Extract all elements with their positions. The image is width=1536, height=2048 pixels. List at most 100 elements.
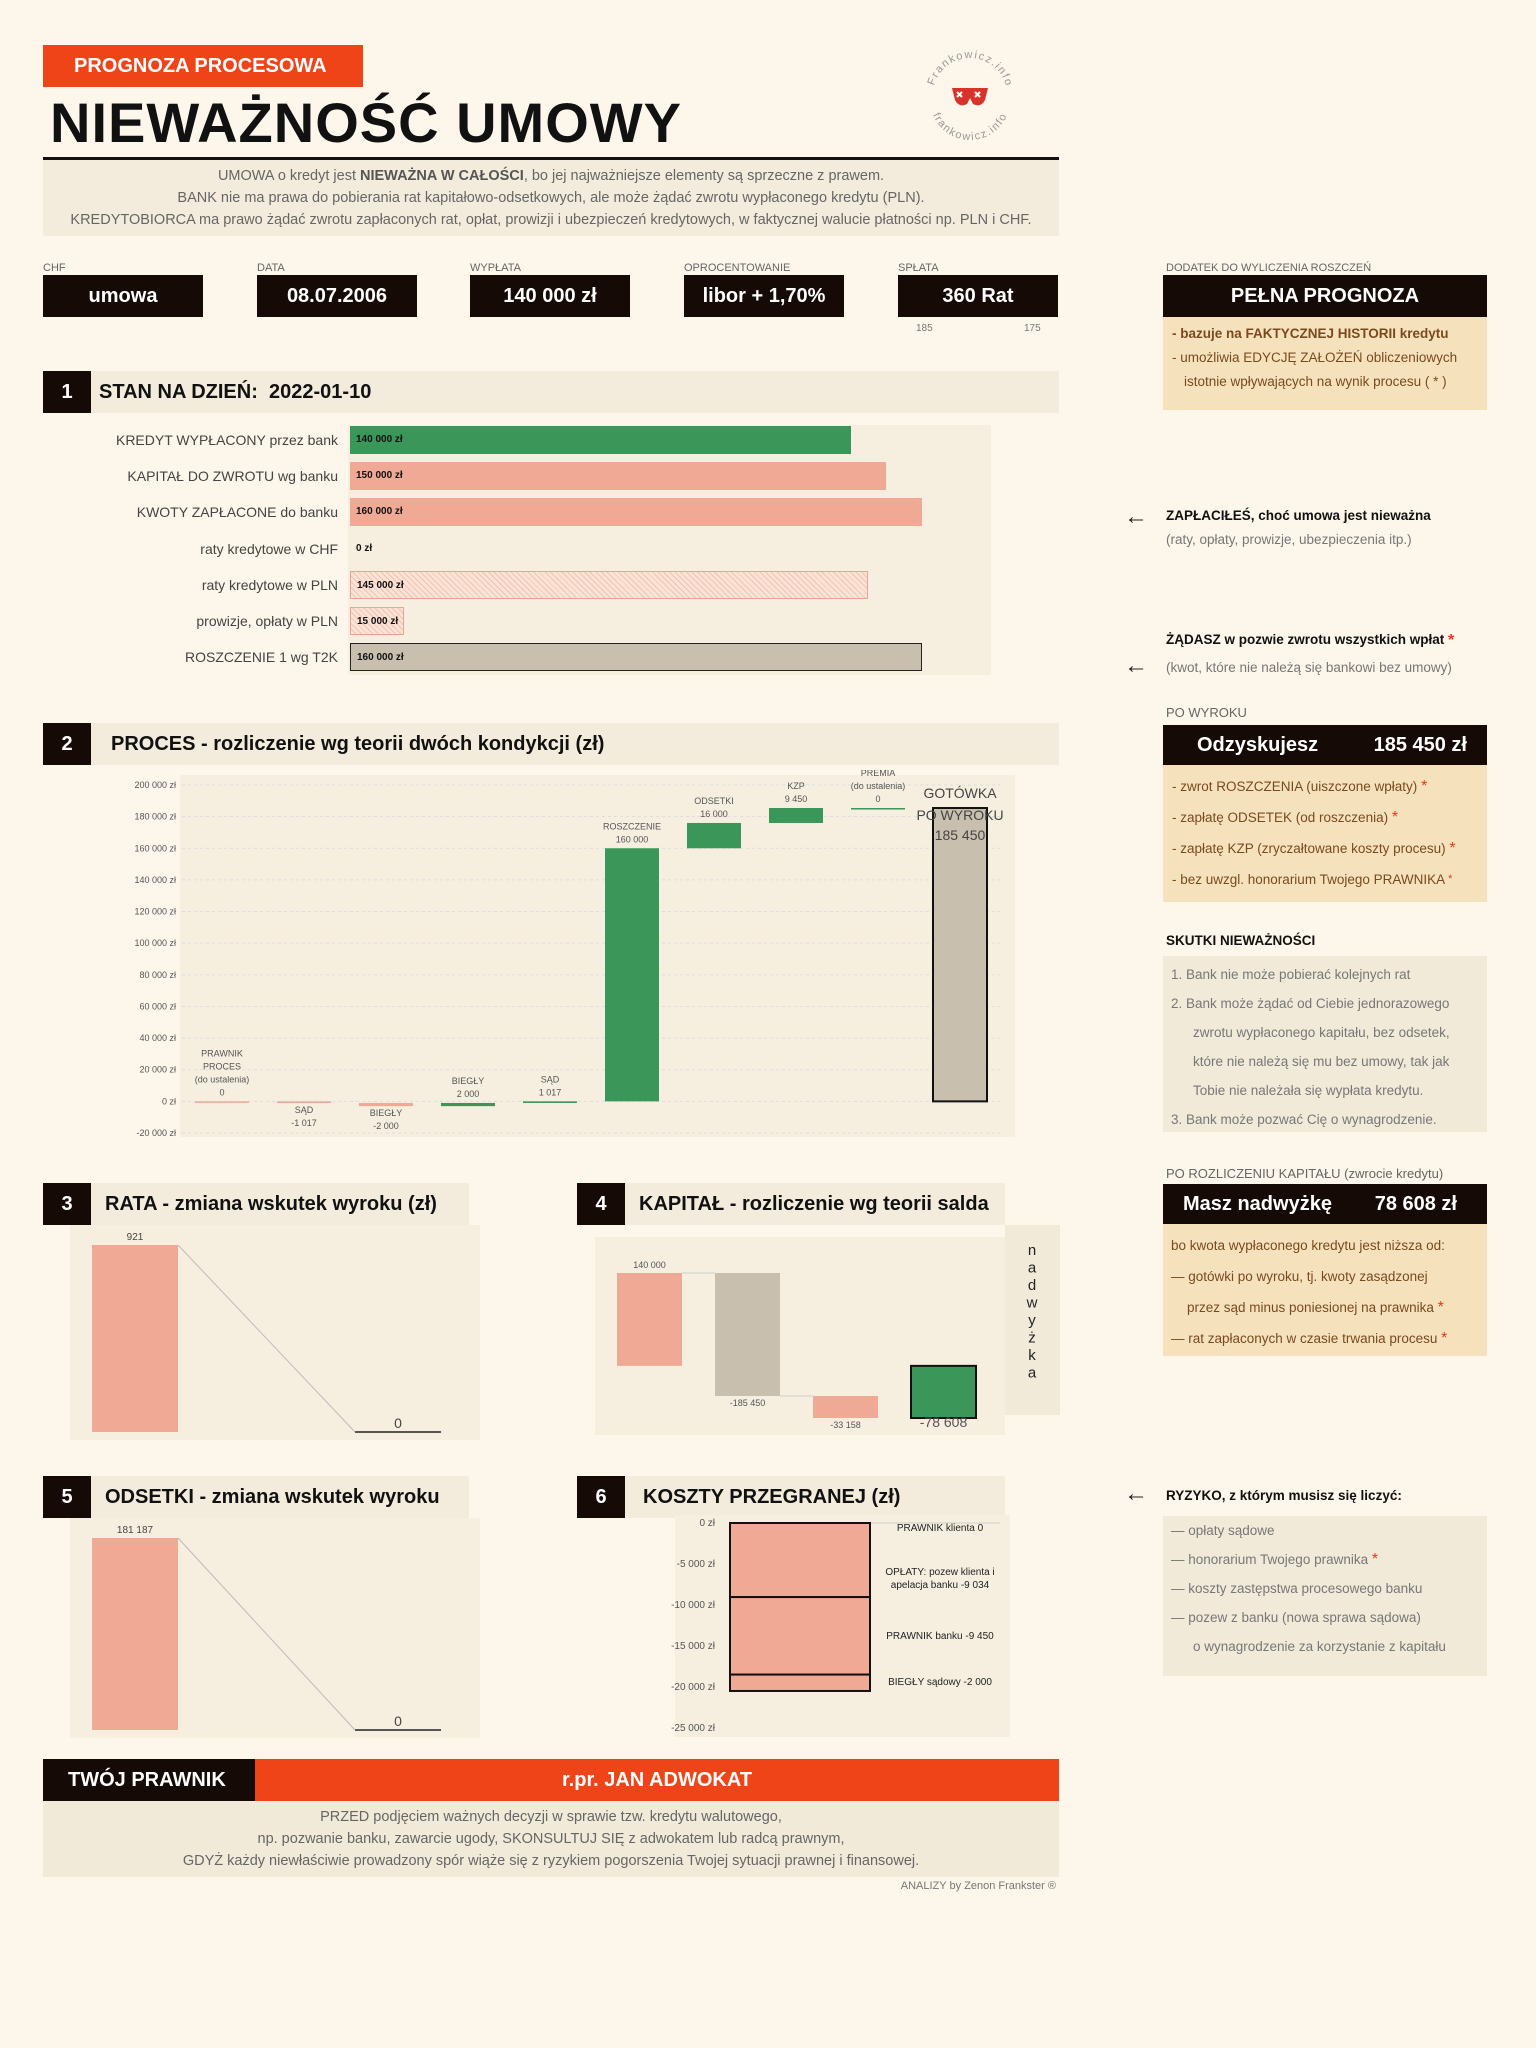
section-4-header: KAPITAŁ - rozliczenie wg teorii salda (z… <box>625 1183 1005 1257</box>
chart2-bar-label: PRAWNIK <box>201 1048 243 1058</box>
chart6-segment-label: OPŁATY: pozew klienta i <box>885 1567 994 1578</box>
section-1-header: STAN NA DZIEŃ: 2022-01-10 <box>91 371 1059 413</box>
field-oprocentowanie: libor + 1,70% <box>684 275 844 317</box>
chart4-bar-value: 140 000 <box>633 1260 666 1270</box>
field-label-oprocentowanie: OPROCENTOWANIE <box>684 262 791 274</box>
nadwyzka-letter: k <box>1028 1347 1036 1364</box>
chart2-ytick: 140 000 zł <box>134 875 176 885</box>
chart2-bar-label: GOTÓWKA <box>923 785 997 801</box>
footer-left-label: TWÓJ PRAWNIK <box>43 1759 255 1801</box>
chart4-bar-value: -185 450 <box>730 1398 766 1408</box>
glasses-icon <box>952 88 988 106</box>
header-rule <box>43 157 1059 160</box>
chart2-bar <box>523 1101 577 1103</box>
svg-text:Frankowicz.info: Frankowicz.info <box>926 49 1015 88</box>
chart2-bar-value: 185 450 <box>935 827 986 843</box>
arrow-left-icon: ← <box>1124 503 1148 530</box>
field-data: 08.07.2006 <box>257 275 417 317</box>
svg-text:frankowicz.info: frankowicz.info <box>930 111 1010 144</box>
change-bar <box>92 1538 178 1730</box>
section-1-number: 1 <box>43 371 91 413</box>
change-bar-value: 181 187 <box>117 1525 154 1536</box>
change-bar <box>92 1245 178 1432</box>
section-3-number: 3 <box>43 1183 91 1225</box>
s1-bar: 160 000 zł <box>350 498 922 527</box>
chart2-bar-label: PO WYROKU <box>916 807 1003 823</box>
chart2-bar <box>195 1101 249 1103</box>
s1-row-label: raty kredytowe w PLN <box>201 576 338 593</box>
dodatek-title: PEŁNA PROGNOZA <box>1163 275 1487 317</box>
chart2-bar <box>687 822 741 849</box>
chart6-segment-label: PRAWNIK klienta 0 <box>897 1523 984 1534</box>
nadwyzka-letter: ż <box>1028 1330 1036 1347</box>
ryzyko-box: — opłaty sądowe — honorarium Twojego pra… <box>1163 1516 1487 1676</box>
odsetki-chart: 181 187 0 <box>70 1518 480 1738</box>
chart2-ytick: -20 000 zł <box>136 1128 176 1138</box>
chart2-bar-label: KZP <box>787 781 805 791</box>
footer-lawyer-name: r.pr. JAN ADWOKAT <box>255 1759 1059 1801</box>
footer-credit: ANALIZY by Zenon Frankster ® <box>900 1880 1056 1892</box>
s1-row-label: ROSZCZENIE 1 wg T2K <box>184 649 338 666</box>
chart4-bar <box>813 1396 878 1418</box>
field-chf: umowa <box>43 275 203 317</box>
page-title: NIEWAŻNOŚĆ UMOWY <box>50 91 682 154</box>
field-label-chf: CHF <box>43 262 66 274</box>
chart2-bar <box>851 808 905 810</box>
s1-row-label: prowizje, opłaty w PLN <box>196 613 338 629</box>
chart2-bar <box>277 1101 331 1103</box>
dodatek-label: DODATEK DO WYLICZENIA ROSZCZEŃ <box>1166 262 1372 274</box>
change-bar-value: 921 <box>127 1232 144 1243</box>
chart2-bar-label: ODSETKI <box>694 796 734 806</box>
section-3-header: RATA - zmiana wskutek wyroku (zł) <box>91 1183 469 1225</box>
chart6-ytick: 0 zł <box>699 1518 715 1529</box>
field-splata: 360 Rat <box>898 275 1058 317</box>
chart2-bar-value: 1 017 <box>539 1087 562 1097</box>
nadwyzka-side-panel <box>1005 1225 1060 1415</box>
chart6-segment <box>729 1673 871 1692</box>
nadwyzka-letter: y <box>1028 1312 1036 1329</box>
chart6-ytick: -5 000 zł <box>677 1559 716 1570</box>
intro-box: UMOWA o kredyt jest NIEWAŻNA W CAŁOŚCI, … <box>43 160 1059 236</box>
logo-seal: Frankowicz.info frankowicz.info <box>926 49 1015 144</box>
connector-line <box>177 1537 356 1731</box>
chart4-bar <box>715 1273 780 1397</box>
zadasz-title: ŻĄDASZ w pozwie zwrotu wszystkich wpłat … <box>1166 632 1455 649</box>
s1-row-label: KWOTY ZAPŁACONE do banku <box>136 504 338 521</box>
chart2-ytick: 180 000 zł <box>134 812 176 822</box>
po-rozliczeniu-box: bo kwota wypłaconego kredytu jest niższa… <box>1163 1224 1487 1356</box>
chart2-bar <box>441 1102 495 1107</box>
chart4-bar-value: -33 158 <box>830 1420 861 1430</box>
chart6-segment <box>729 1522 871 1599</box>
field-wyplata: 140 000 zł <box>470 275 630 317</box>
chart6-segment-label: apelacja banku -9 034 <box>891 1580 990 1591</box>
s1-row-label: KREDYT WYPŁACONY przez bank <box>115 432 338 448</box>
chart6-segment-label: BIEGŁY sądowy -2 000 <box>888 1677 992 1688</box>
dodatek-box: - bazuje na FAKTYCZNEJ HISTORII kredytu … <box>1163 317 1487 410</box>
chart6-segment-label: PRAWNIK banku -9 450 <box>886 1631 994 1642</box>
section-4-number: 4 <box>577 1183 625 1225</box>
zadasz-sub: (kwot, które nie należą się bankowi bez … <box>1166 660 1452 675</box>
change-bar-value: 0 <box>394 1713 402 1729</box>
connector-line <box>177 1244 356 1433</box>
chart2-bar-label: (do ustalenia) <box>851 781 906 791</box>
po-wyroku-box: - zwrot ROSZCZENIA (uiszczone wpłaty) * … <box>1163 765 1487 902</box>
nadwyzka-letter: w <box>1026 1295 1038 1312</box>
s1-bar: 145 000 zł <box>350 570 869 599</box>
s1-bar: 15 000 zł <box>350 607 404 635</box>
chart2-bar-label: PREMIA <box>861 770 896 778</box>
s1-row-label: raty kredytowe w CHF <box>200 540 338 557</box>
nadwyzka-box: Masz nadwyżkę 78 608 zł <box>1163 1184 1487 1224</box>
chart2-ytick: 80 000 zł <box>139 970 176 980</box>
rata-chart: 921 0 <box>70 1225 480 1440</box>
chart2-bar-label: SĄD <box>295 1105 314 1115</box>
skutki-title: SKUTKI NIEWAŻNOŚCI <box>1166 933 1316 948</box>
nadwyzka-letter: d <box>1028 1277 1036 1294</box>
field-label-splata: SPŁATA <box>898 262 939 274</box>
chart2-bar-label: SĄD <box>541 1074 560 1084</box>
po-wyroku-label: PO WYROKU <box>1166 705 1247 720</box>
arrow-left-icon: ← <box>1124 652 1148 679</box>
chart2-ytick: 0 zł <box>162 1096 176 1106</box>
section-2-number: 2 <box>43 723 91 765</box>
arrow-left-icon: ← <box>1124 1480 1148 1507</box>
